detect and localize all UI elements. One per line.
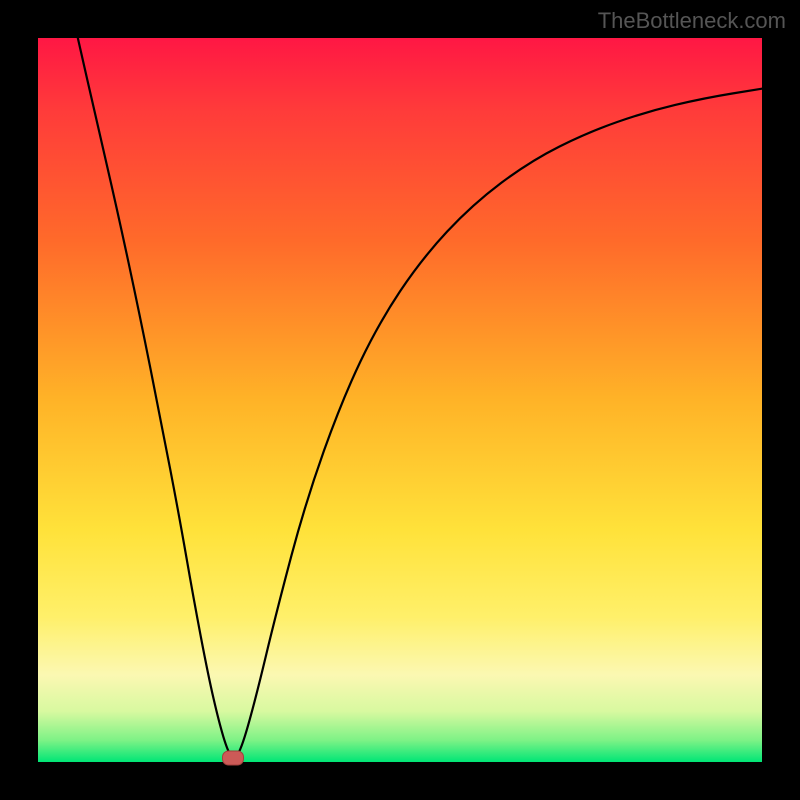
bottleneck-curve — [78, 38, 762, 757]
watermark-text: TheBottleneck.com — [598, 8, 786, 34]
optimal-point-marker — [222, 751, 244, 766]
curve-layer — [38, 38, 762, 762]
plot-area — [38, 38, 762, 762]
